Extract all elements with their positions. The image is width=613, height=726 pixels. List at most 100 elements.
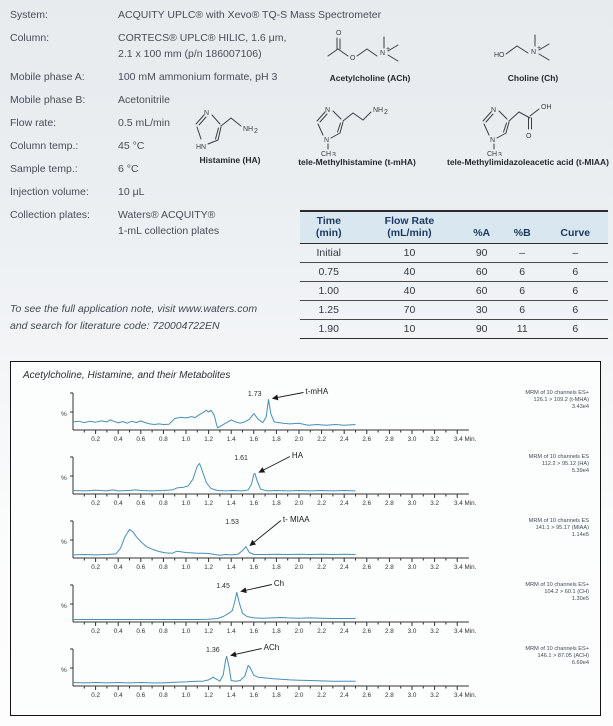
table-cell: 90: [461, 319, 502, 339]
x-tick-label: 0.8: [159, 436, 168, 443]
x-tick-label: 0.8: [159, 628, 168, 635]
x-tick-label: 3.2: [430, 692, 439, 699]
svg-text:2: 2: [254, 128, 258, 135]
mrm-annotation-line: 6.69e4: [572, 660, 589, 666]
spec-label: Column temp.:: [10, 140, 79, 152]
table-cell: 6: [542, 281, 608, 301]
svg-text:HO: HO: [494, 52, 505, 59]
svg-text:O: O: [336, 30, 342, 37]
structure-block-t-mha: N N CH 3 NH 2 tele-Methylhistamine (t-mH…: [297, 96, 417, 167]
x-tick-label: 1.6: [249, 564, 258, 571]
peak-compound-label: ACh: [264, 643, 280, 652]
mrm-annotation-line: 3.43e4: [572, 404, 589, 410]
spec-row-1: Column: CORTECS® UPLC® HILIC, 1.6 μm, 2.1 …: [10, 30, 510, 62]
trace-line: [73, 591, 356, 620]
svg-text:N: N: [491, 107, 496, 114]
svg-text:HN: HN: [196, 144, 206, 151]
x-tick-label: 0.4: [114, 564, 123, 571]
spec-row-5: Column temp.: 45 °C: [10, 138, 510, 154]
mrm-annotation-line: MRM of 10 channels ES+: [525, 390, 589, 396]
x-tick-label: 3.2: [430, 628, 439, 635]
peak-compound-label: HA: [292, 451, 304, 460]
structure-caption: Histamine (HA): [199, 155, 261, 165]
t-mha-structure-icon: N N CH 3 NH 2: [316, 107, 388, 156]
x-tick-label: 2.0: [295, 500, 304, 507]
x-tick-label: 2.6: [362, 564, 371, 571]
spec-row-7: Injection volume: 10 μL: [10, 184, 510, 200]
x-tick-label: 2.4: [340, 500, 349, 507]
spec-label: Mobile phase B:: [10, 94, 86, 106]
spec-label: Mobile phase A:: [10, 71, 85, 83]
x-tick-label: 0.6: [136, 628, 145, 635]
svg-text:OH: OH: [541, 104, 552, 111]
x-tick-label: 1.8: [272, 564, 281, 571]
x-tick-label: 1.0: [182, 692, 191, 699]
x-tick-label: 2.0: [295, 692, 304, 699]
table-cell: 11: [501, 319, 543, 339]
x-tick-label: 0.8: [159, 500, 168, 507]
structure-block-acetylcholine: O O N + Acetylcholine (ACh): [318, 24, 422, 83]
table-cell: –: [542, 243, 608, 263]
mrm-annotation-line: 1.30e5: [572, 596, 589, 602]
x-tick-label: 0.2: [91, 692, 100, 699]
table-cell: 0.75: [300, 262, 358, 282]
x-tick-label: 2.0: [295, 628, 304, 635]
table-cell: 6: [501, 281, 543, 301]
chromatogram-panel-ha: % 0.2 0.4 0.6 0.8 1.0 1.2 1.4 1.6 1.8 2.0 2.2 2.4 2.6…: [61, 451, 589, 507]
table-cell: 6: [542, 262, 608, 282]
x-tick-label: 0.8: [159, 564, 168, 571]
mrm-annotation-line: 104.2 > 60.1 (CH): [544, 589, 589, 595]
x-tick-label: 1.8: [272, 436, 281, 443]
y-axis-label: %: [61, 539, 67, 546]
table-row: Initial 10 90– –: [300, 243, 608, 263]
x-tick-label: 2.6: [362, 436, 371, 443]
note-line-2: and search for literature code: 72000472…: [10, 320, 220, 332]
table-cell: 60: [461, 281, 502, 301]
x-tick-label: 2.4: [340, 692, 349, 699]
spec-value: 0.5 mL/min: [118, 117, 170, 129]
x-tick-label: 1.6: [249, 436, 258, 443]
x-tick-label: 3.4 Min.: [454, 628, 477, 635]
spec-value: Acetonitrile: [118, 94, 170, 106]
table-cell: 10: [357, 319, 462, 339]
x-tick-label: 3.4 Min.: [454, 436, 477, 443]
x-tick-label: 1.4: [227, 564, 236, 571]
table-row: 1.00 40 60 6 6: [300, 281, 608, 301]
x-tick-label: 3.4 Min.: [454, 692, 477, 699]
x-tick-label: 1.4: [227, 500, 236, 507]
x-tick-label: 1.8: [272, 692, 281, 699]
trace-line: [72, 528, 356, 556]
x-tick-label: 3.0: [408, 564, 417, 571]
table-cell: 40: [357, 262, 462, 282]
peak-rt-label: 1.61: [234, 455, 248, 462]
peak-compound-label: t-mHA: [305, 387, 328, 396]
x-tick-label: 2.4: [340, 564, 349, 571]
x-tick-label: 3.4 Min.: [454, 564, 477, 571]
column-header: %B: [501, 211, 543, 244]
svg-text:N: N: [380, 50, 385, 57]
svg-text:N: N: [325, 107, 330, 114]
x-tick-label: 1.0: [182, 628, 191, 635]
peak-rt-label: 1.45: [216, 583, 230, 590]
x-tick-label: 3.0: [408, 692, 417, 699]
x-tick-label: 0.6: [136, 564, 145, 571]
x-tick-label: 1.0: [182, 436, 191, 443]
x-tick-label: 2.8: [385, 500, 394, 507]
structure-caption: tele-Methylhistamine (t-mHA): [298, 157, 416, 167]
peak-compound-label: Ch: [274, 579, 284, 588]
t-miaa-structure-icon: N N CH 3 O OH: [482, 104, 552, 156]
trace-line: [72, 399, 356, 429]
spec-value: 100 mM ammonium formate, pH 3: [118, 71, 278, 83]
x-tick-label: 1.4: [227, 436, 236, 443]
spec-row-3: Mobile phase B: Acetonitrile: [10, 92, 510, 108]
x-tick-label: 2.8: [385, 436, 394, 443]
x-tick-label: 3.2: [430, 564, 439, 571]
table-cell: 70: [357, 300, 462, 320]
mrm-annotation-line: MRM of 10 channels ES+: [525, 646, 589, 652]
x-tick-label: 3.4 Min.: [454, 500, 477, 507]
table-cell: 1.25: [300, 300, 358, 320]
table-cell: 1.00: [300, 281, 358, 301]
chromatogram-panel-ach: % 0.2 0.4 0.6 0.8 1.0 1.2 1.4 1.6 1.8 2.0 2.2 2.4 2.6…: [61, 643, 589, 699]
spec-value: ACQUITY UPLC® with Xevo® TQ-S Mass Spect…: [118, 9, 382, 21]
